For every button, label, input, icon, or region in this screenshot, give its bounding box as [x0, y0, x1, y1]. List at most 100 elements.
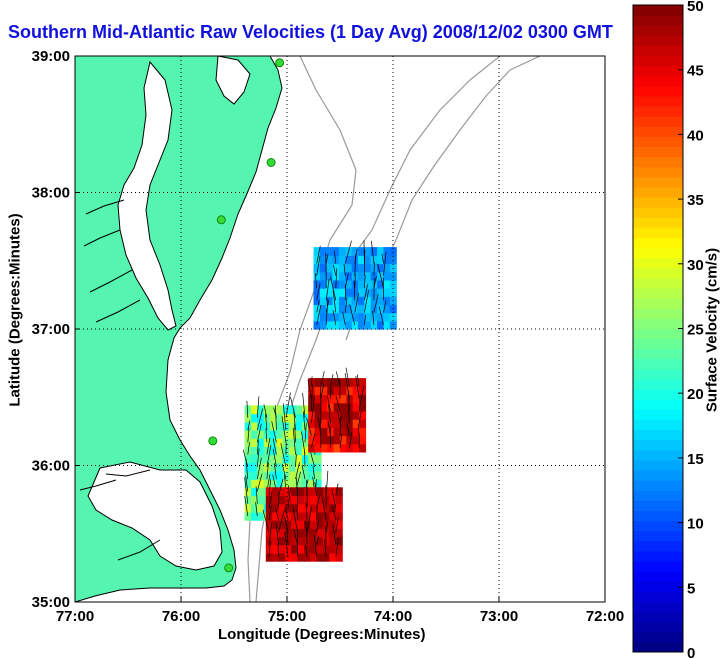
velocity-arrow [278, 509, 285, 533]
velocity-cell [310, 487, 318, 497]
velocity-arrow [316, 506, 318, 521]
velocity-cell [383, 320, 391, 330]
velocity-cell [345, 304, 353, 314]
velocity-arrow [256, 408, 264, 431]
velocity-cell [346, 378, 354, 387]
velocity-cell [352, 402, 360, 412]
velocity-cell [319, 296, 327, 305]
colorbar-segment [633, 561, 683, 572]
colorbar-segment [633, 550, 683, 562]
velocity-cell [383, 312, 391, 322]
velocity-cell [320, 435, 328, 445]
velocity-cell [332, 247, 340, 256]
velocity-cell [320, 378, 328, 387]
velocity-cell [310, 552, 318, 562]
velocity-cell [338, 312, 346, 322]
velocity-arrow [373, 275, 377, 289]
velocity-arrow [373, 293, 379, 313]
velocity-cell [251, 495, 258, 505]
colorbar-segment [633, 571, 683, 582]
velocity-cell [370, 247, 378, 256]
velocity-cell [304, 552, 311, 562]
colorbar-segment [633, 227, 683, 239]
colorbar-segment [633, 348, 683, 360]
velocity-cell [338, 255, 346, 265]
velocity-cell [335, 520, 343, 529]
velocity-cell [270, 438, 277, 447]
velocity-cell [335, 544, 343, 554]
colorbar-segment [633, 520, 683, 532]
colorbar-tick-label: 20 [687, 386, 704, 403]
velocity-cell [244, 479, 252, 488]
velocity-cell [284, 552, 292, 562]
velocity-cell [320, 402, 328, 412]
velocity-arrow [316, 535, 320, 545]
colorbar-tick-label: 5 [687, 580, 695, 597]
velocity-cell [316, 520, 324, 529]
velocity-arrow [325, 299, 330, 313]
velocity-arrow [332, 290, 337, 313]
velocity-arrow [263, 404, 268, 418]
velocity-cell [282, 430, 290, 439]
velocity-arrow [329, 276, 337, 301]
colorbar-segment [633, 591, 683, 602]
velocity-cell [265, 552, 273, 562]
velocity-cell [291, 552, 299, 562]
velocity-cell [358, 279, 365, 289]
velocity-cell [383, 279, 391, 289]
velocity-arrow [342, 311, 346, 325]
velocity-arrow [311, 433, 316, 448]
velocity-cell [276, 405, 284, 415]
velocity-arrow [364, 290, 369, 313]
colorbar-segment [633, 429, 683, 441]
velocity-cell [244, 487, 252, 497]
velocity-cell [340, 378, 347, 387]
velocity-cell [276, 438, 284, 447]
velocity-arrow [295, 477, 298, 496]
velocity-cell [319, 255, 327, 265]
velocity-arrow [304, 423, 307, 443]
velocity-cell [323, 503, 330, 513]
velocity-cell [316, 495, 324, 505]
velocity-cell [263, 421, 271, 431]
velocity-cell [377, 320, 385, 330]
velocity-cell [251, 430, 258, 439]
velocity-cell [297, 503, 305, 513]
colorbar-label: Surface Velocity (cm/s) [703, 247, 721, 413]
velocity-cell [289, 471, 297, 480]
velocity-cell [251, 511, 258, 521]
velocity-cell [313, 255, 321, 265]
velocity-cell [282, 405, 290, 415]
colorbar-segment [633, 358, 683, 370]
velocity-cell [276, 454, 284, 464]
velocity-arrow [268, 541, 271, 558]
velocity-cell [251, 421, 258, 431]
velocity-cell [319, 320, 327, 330]
velocity-arrow [266, 437, 271, 455]
x-tick-label: 76:00 [162, 608, 200, 625]
velocity-arrow [285, 392, 291, 418]
velocity-cell [263, 462, 271, 472]
velocity-cell [332, 312, 340, 322]
velocity-cell [251, 438, 258, 447]
velocity-cell [323, 536, 330, 546]
velocity-cell [276, 413, 284, 423]
velocity-cell [320, 427, 328, 437]
velocity-arrow [278, 478, 284, 496]
velocity-arrow [331, 488, 337, 508]
velocity-arrow [292, 427, 296, 455]
velocity-arrow [325, 470, 329, 496]
velocity-arrow [268, 479, 272, 496]
velocity-arrow [325, 254, 329, 264]
velocity-arrow [272, 438, 277, 455]
velocity-cell [270, 430, 277, 439]
velocity-cell [244, 471, 252, 480]
velocity-cell [251, 446, 258, 456]
velocity-cell [345, 312, 353, 322]
velocity-arrow [268, 522, 273, 545]
velocity-cell [301, 413, 309, 423]
shore-station-marker [266, 158, 276, 167]
velocity-cell [257, 511, 265, 521]
velocity-cell [345, 255, 353, 265]
colorbar-segment [633, 449, 683, 461]
